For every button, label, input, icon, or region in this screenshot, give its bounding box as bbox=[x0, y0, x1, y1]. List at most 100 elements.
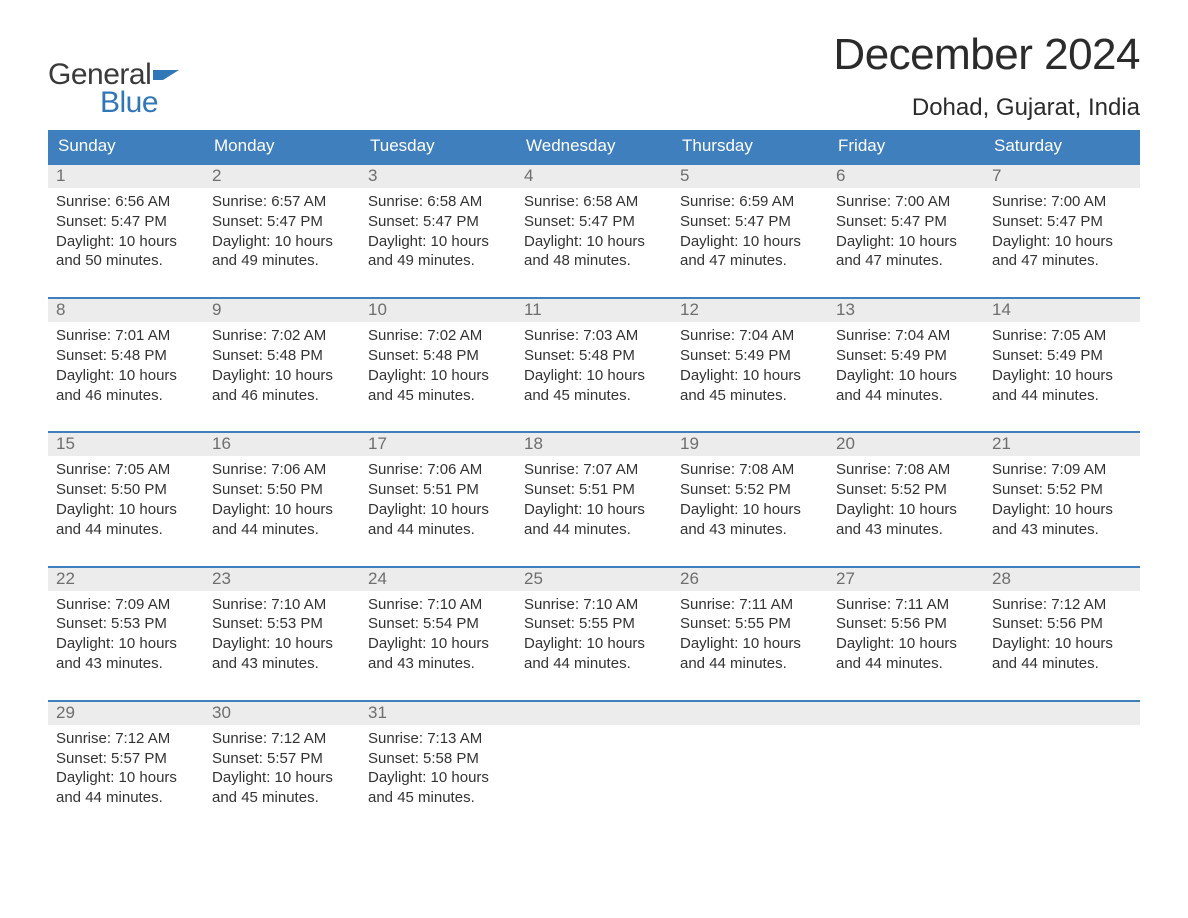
daylight-line-2: and 43 minutes. bbox=[56, 654, 196, 674]
calendar-day-cell: 21Sunrise: 7:09 AMSunset: 5:52 PMDayligh… bbox=[984, 433, 1140, 543]
day-content bbox=[828, 725, 984, 733]
day-number: 6 bbox=[828, 165, 984, 188]
daylight-line-2: and 44 minutes. bbox=[836, 386, 976, 406]
daylight-line-1: Daylight: 10 hours bbox=[212, 366, 352, 386]
daylight-line-2: and 45 minutes. bbox=[368, 386, 508, 406]
day-number: 23 bbox=[204, 568, 360, 591]
sunrise-line: Sunrise: 7:13 AM bbox=[368, 729, 508, 749]
day-content: Sunrise: 7:01 AMSunset: 5:48 PMDaylight:… bbox=[48, 322, 204, 409]
day-number: 30 bbox=[204, 702, 360, 725]
sunrise-line: Sunrise: 7:12 AM bbox=[56, 729, 196, 749]
daylight-line-1: Daylight: 10 hours bbox=[212, 500, 352, 520]
sunrise-line: Sunrise: 7:02 AM bbox=[212, 326, 352, 346]
calendar-day-cell: 28Sunrise: 7:12 AMSunset: 5:56 PMDayligh… bbox=[984, 568, 1140, 678]
day-content: Sunrise: 7:09 AMSunset: 5:53 PMDaylight:… bbox=[48, 591, 204, 678]
sunset-line: Sunset: 5:57 PM bbox=[56, 749, 196, 769]
calendar-day-cell: 4Sunrise: 6:58 AMSunset: 5:47 PMDaylight… bbox=[516, 165, 672, 275]
sunrise-line: Sunrise: 7:02 AM bbox=[368, 326, 508, 346]
daylight-line-2: and 49 minutes. bbox=[212, 251, 352, 271]
daylight-line-2: and 46 minutes. bbox=[56, 386, 196, 406]
sunrise-line: Sunrise: 7:08 AM bbox=[680, 460, 820, 480]
day-content: Sunrise: 7:12 AMSunset: 5:57 PMDaylight:… bbox=[48, 725, 204, 812]
daylight-line-1: Daylight: 10 hours bbox=[368, 634, 508, 654]
calendar-day-cell: 7Sunrise: 7:00 AMSunset: 5:47 PMDaylight… bbox=[984, 165, 1140, 275]
daylight-line-1: Daylight: 10 hours bbox=[212, 232, 352, 252]
calendar-week-row: 15Sunrise: 7:05 AMSunset: 5:50 PMDayligh… bbox=[48, 431, 1140, 543]
sunrise-line: Sunrise: 7:00 AM bbox=[836, 192, 976, 212]
day-number: 2 bbox=[204, 165, 360, 188]
daylight-line-2: and 47 minutes. bbox=[680, 251, 820, 271]
daylight-line-2: and 44 minutes. bbox=[56, 520, 196, 540]
calendar-day-cell: 19Sunrise: 7:08 AMSunset: 5:52 PMDayligh… bbox=[672, 433, 828, 543]
day-number: 3 bbox=[360, 165, 516, 188]
logo-text-blue: Blue bbox=[100, 86, 158, 120]
daylight-line-2: and 43 minutes. bbox=[836, 520, 976, 540]
day-number: 11 bbox=[516, 299, 672, 322]
sunrise-line: Sunrise: 7:10 AM bbox=[524, 595, 664, 615]
sunrise-line: Sunrise: 7:10 AM bbox=[212, 595, 352, 615]
calendar-day-cell: 17Sunrise: 7:06 AMSunset: 5:51 PMDayligh… bbox=[360, 433, 516, 543]
sunrise-line: Sunrise: 6:57 AM bbox=[212, 192, 352, 212]
day-content: Sunrise: 7:00 AMSunset: 5:47 PMDaylight:… bbox=[828, 188, 984, 275]
weekday-header: Sunday Monday Tuesday Wednesday Thursday… bbox=[48, 130, 1140, 163]
sunset-line: Sunset: 5:52 PM bbox=[680, 480, 820, 500]
sunrise-line: Sunrise: 7:04 AM bbox=[836, 326, 976, 346]
sunset-line: Sunset: 5:54 PM bbox=[368, 614, 508, 634]
calendar-day-cell: 26Sunrise: 7:11 AMSunset: 5:55 PMDayligh… bbox=[672, 568, 828, 678]
daylight-line-2: and 43 minutes. bbox=[680, 520, 820, 540]
daylight-line-1: Daylight: 10 hours bbox=[524, 366, 664, 386]
sunset-line: Sunset: 5:47 PM bbox=[212, 212, 352, 232]
calendar-day-cell bbox=[516, 702, 672, 812]
sunrise-line: Sunrise: 7:07 AM bbox=[524, 460, 664, 480]
sunset-line: Sunset: 5:58 PM bbox=[368, 749, 508, 769]
daylight-line-1: Daylight: 10 hours bbox=[680, 500, 820, 520]
calendar-week-row: 1Sunrise: 6:56 AMSunset: 5:47 PMDaylight… bbox=[48, 163, 1140, 275]
calendar: Sunday Monday Tuesday Wednesday Thursday… bbox=[48, 130, 1140, 812]
calendar-day-cell: 12Sunrise: 7:04 AMSunset: 5:49 PMDayligh… bbox=[672, 299, 828, 409]
daylight-line-1: Daylight: 10 hours bbox=[524, 634, 664, 654]
day-content bbox=[516, 725, 672, 733]
day-number: 29 bbox=[48, 702, 204, 725]
day-content: Sunrise: 6:56 AMSunset: 5:47 PMDaylight:… bbox=[48, 188, 204, 275]
day-number: 7 bbox=[984, 165, 1140, 188]
sunset-line: Sunset: 5:48 PM bbox=[212, 346, 352, 366]
sunset-line: Sunset: 5:56 PM bbox=[992, 614, 1132, 634]
day-content: Sunrise: 7:11 AMSunset: 5:56 PMDaylight:… bbox=[828, 591, 984, 678]
daylight-line-2: and 50 minutes. bbox=[56, 251, 196, 271]
daylight-line-1: Daylight: 10 hours bbox=[56, 634, 196, 654]
calendar-day-cell: 23Sunrise: 7:10 AMSunset: 5:53 PMDayligh… bbox=[204, 568, 360, 678]
day-content bbox=[672, 725, 828, 733]
sunrise-line: Sunrise: 7:09 AM bbox=[992, 460, 1132, 480]
day-number: 9 bbox=[204, 299, 360, 322]
sunset-line: Sunset: 5:50 PM bbox=[56, 480, 196, 500]
sunset-line: Sunset: 5:49 PM bbox=[836, 346, 976, 366]
sunset-line: Sunset: 5:47 PM bbox=[368, 212, 508, 232]
day-content: Sunrise: 7:08 AMSunset: 5:52 PMDaylight:… bbox=[672, 456, 828, 543]
sunset-line: Sunset: 5:47 PM bbox=[992, 212, 1132, 232]
day-number: 26 bbox=[672, 568, 828, 591]
sunset-line: Sunset: 5:57 PM bbox=[212, 749, 352, 769]
calendar-day-cell: 3Sunrise: 6:58 AMSunset: 5:47 PMDaylight… bbox=[360, 165, 516, 275]
month-title: December 2024 bbox=[833, 30, 1140, 80]
day-number bbox=[516, 702, 672, 725]
calendar-day-cell: 20Sunrise: 7:08 AMSunset: 5:52 PMDayligh… bbox=[828, 433, 984, 543]
day-number: 24 bbox=[360, 568, 516, 591]
day-content: Sunrise: 7:05 AMSunset: 5:50 PMDaylight:… bbox=[48, 456, 204, 543]
sunrise-line: Sunrise: 7:11 AM bbox=[836, 595, 976, 615]
weekday-thursday: Thursday bbox=[672, 130, 828, 163]
weekday-sunday: Sunday bbox=[48, 130, 204, 163]
sunrise-line: Sunrise: 7:06 AM bbox=[368, 460, 508, 480]
daylight-line-1: Daylight: 10 hours bbox=[56, 768, 196, 788]
daylight-line-2: and 43 minutes. bbox=[368, 654, 508, 674]
day-number: 18 bbox=[516, 433, 672, 456]
daylight-line-1: Daylight: 10 hours bbox=[992, 500, 1132, 520]
day-number: 5 bbox=[672, 165, 828, 188]
daylight-line-1: Daylight: 10 hours bbox=[680, 634, 820, 654]
day-number: 16 bbox=[204, 433, 360, 456]
daylight-line-2: and 43 minutes. bbox=[212, 654, 352, 674]
logo: General Blue bbox=[48, 30, 181, 120]
sunrise-line: Sunrise: 7:01 AM bbox=[56, 326, 196, 346]
sunset-line: Sunset: 5:55 PM bbox=[680, 614, 820, 634]
sunset-line: Sunset: 5:47 PM bbox=[836, 212, 976, 232]
daylight-line-2: and 45 minutes. bbox=[212, 788, 352, 808]
